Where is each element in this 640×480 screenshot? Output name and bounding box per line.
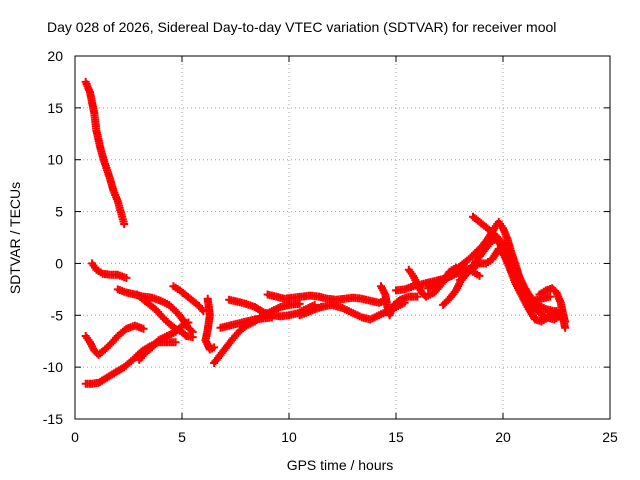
x-tick-label: 0: [71, 429, 79, 445]
y-tick-label: 5: [55, 204, 63, 220]
data-point-markers: [81, 338, 180, 388]
series-arc-9: [201, 294, 219, 354]
series-arc-11: [216, 313, 276, 332]
series-arc-4: [81, 338, 180, 388]
data-point-markers: [201, 294, 219, 354]
x-tick-label: 10: [281, 429, 297, 445]
y-tick-label: 20: [47, 48, 63, 64]
plot-frame: [74, 55, 611, 420]
series-arc-23: [535, 284, 570, 326]
y-tick-labels: -15 -10 -5 0 5 10 15 20: [43, 48, 63, 427]
data-point-markers: [216, 313, 276, 332]
series-arc-3: [81, 321, 148, 359]
data-point-markers: [81, 321, 148, 359]
x-tick-labels: 0 5 10 15 20 25: [71, 429, 618, 445]
data-point-markers: [81, 77, 129, 228]
grid-lines: [75, 56, 610, 419]
data-point-markers: [535, 284, 570, 326]
data-point-markers: [88, 259, 131, 282]
series-arc-2: [88, 259, 131, 282]
series-arc-15: [377, 282, 422, 320]
data-points: [81, 77, 570, 388]
series-arc-8: [169, 282, 208, 316]
data-point-markers: [169, 282, 208, 316]
data-point-markers: [377, 282, 422, 320]
series-arc-21: [469, 212, 567, 322]
series-arc-1: [81, 77, 129, 228]
x-tick-label: 25: [602, 429, 618, 445]
x-tick-label: 5: [178, 429, 186, 445]
y-tick-label: -5: [51, 307, 64, 323]
series-arc-22: [456, 244, 570, 332]
x-tick-label: 15: [388, 429, 404, 445]
y-axis-label: SDTVAR / TECUs: [7, 182, 23, 294]
series-arc-13: [263, 290, 390, 307]
data-point-markers: [135, 318, 193, 364]
y-tick-label: -15: [43, 411, 63, 427]
y-tick-label: -10: [43, 359, 63, 375]
data-point-markers: [263, 290, 390, 307]
x-axis-label: GPS time / hours: [287, 457, 394, 473]
data-point-markers: [456, 244, 570, 332]
axis-ticks: [74, 55, 611, 420]
data-point-markers: [469, 212, 567, 322]
series-arc-7: [135, 318, 193, 364]
x-tick-label: 20: [495, 429, 511, 445]
chart-title: Day 028 of 2026, Sidereal Day-to-day VTE…: [47, 19, 556, 35]
y-tick-label: 15: [47, 100, 63, 116]
y-tick-label: 0: [55, 255, 63, 271]
y-tick-label: 10: [47, 152, 63, 168]
